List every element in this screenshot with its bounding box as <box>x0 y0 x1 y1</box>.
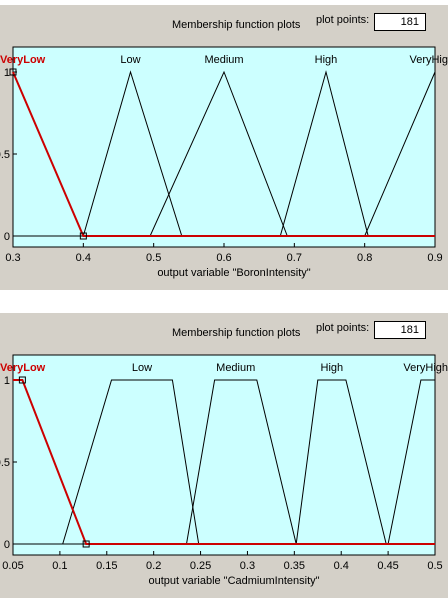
plot-area <box>12 354 436 556</box>
x-tick-label: 0.1 <box>52 560 67 572</box>
mf-handle <box>18 376 26 384</box>
x-tick-label: 0.8 <box>357 252 372 264</box>
x-tick-label: 0.6 <box>216 252 231 264</box>
x-tick-label: 0.3 <box>240 560 255 572</box>
membership-function-plot-boron[interactable]: 0.3 0.4 0.5 0.6 0.7 0.8 0.9 0 0.5 1 output variabl… <box>0 5 448 290</box>
x-tick-label: 0.4 <box>334 560 349 572</box>
mf-label-medium: Medium <box>204 54 243 66</box>
plot-area <box>12 46 436 248</box>
x-tick-label: 0.3 <box>5 252 20 264</box>
x-tick-label: 0.15 <box>96 560 117 572</box>
mf-curve-verylow <box>13 379 435 545</box>
x-tick-label: 0.45 <box>377 560 398 572</box>
x-tick-label: 0.2 <box>146 560 161 572</box>
mf-label-high: High <box>315 54 338 66</box>
x-tick-label: 0.5 <box>146 252 161 264</box>
x-tick-label: 0.05 <box>2 560 23 572</box>
y-tick-label: 0 <box>4 539 10 551</box>
x-tick-label: 0.9 <box>427 252 442 264</box>
plot-points-label: plot points: <box>316 14 370 26</box>
mf-handle <box>82 540 90 548</box>
mf-handle <box>79 232 87 240</box>
mf-label-medium: Medium <box>216 362 255 374</box>
x-axis-label: output variable "BoronIntensity" <box>157 267 310 279</box>
plot-points-label: plot points: <box>316 322 370 334</box>
mf-label-verylow: VeryLow <box>0 362 46 374</box>
mf-label-veryhigh: VeryHigh <box>403 362 448 374</box>
plot-points-input[interactable] <box>374 13 426 31</box>
y-tick-label: 0.5 <box>0 457 10 469</box>
mf-label-low: Low <box>120 54 140 66</box>
panel-title: Membership function plots <box>172 19 301 31</box>
y-tick-label: 1 <box>4 67 10 79</box>
mf-label-veryhigh: VeryHig <box>409 54 448 66</box>
mf-curve-verylow <box>12 71 435 237</box>
panel-title: Membership function plots <box>172 327 301 339</box>
plot-points-input[interactable] <box>374 321 426 339</box>
membership-function-plot-cadmium[interactable]: 0.05 0.1 0.15 0.2 0.25 0.3 0.35 0.4 0.45 0.5 0 0.5 1… <box>0 313 448 598</box>
y-tick-label: 0 <box>4 231 10 243</box>
y-tick-label: 0.5 <box>0 149 10 161</box>
x-tick-label: 0.5 <box>427 560 442 572</box>
x-tick-label: 0.7 <box>287 252 302 264</box>
membership-panel-boron: Membership function plots plot points: 0… <box>0 5 448 290</box>
x-tick-label: 0.4 <box>76 252 91 264</box>
x-axis-label: output variable "CadmiumIntensity" <box>148 575 319 587</box>
mf-label-low: Low <box>132 362 152 374</box>
y-tick-label: 1 <box>4 375 10 387</box>
x-tick-label: 0.35 <box>284 560 305 572</box>
x-tick-label: 0.25 <box>190 560 211 572</box>
mf-label-verylow: VeryLow <box>0 54 46 66</box>
mf-handle <box>9 68 17 76</box>
mf-label-high: High <box>321 362 344 374</box>
membership-panel-cadmium: Membership function plots plot points: 0… <box>0 313 448 598</box>
